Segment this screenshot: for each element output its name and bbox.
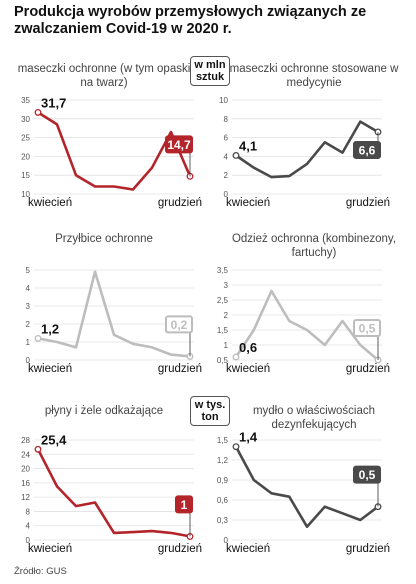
chart1-x-label-end: grudzień [158, 197, 202, 209]
chart6-y-tick-label: 0,9 [217, 476, 229, 485]
panel-title-4: Odzież ochronna (kombinezony, fartuchy) [231, 233, 397, 259]
chart1-end-value-box [165, 135, 193, 154]
chart3-y-tick-label: 3 [26, 302, 31, 311]
chart1-y-tick-label: 35 [21, 96, 30, 105]
panel-title-6: mydło o właściwościach dezynfekujących [252, 405, 376, 431]
chart2-y-tick-label: 2 [224, 171, 229, 180]
chart5-start-value-label: 25,4 [41, 432, 67, 447]
chart4-start-value-label: 0,6 [239, 340, 257, 355]
chart3-y-tick-label: 4 [26, 284, 31, 293]
chart1-x-label-start: kwiecień [28, 197, 72, 209]
chart2-y-tick-label: 10 [219, 96, 228, 105]
panel-title-3: Przyłbice ochronne [55, 233, 153, 245]
chart6-x-label-start: kwiecień [226, 543, 270, 555]
chart4-end-value-box [353, 319, 381, 337]
chart6-start-value-label: 1,4 [239, 430, 258, 445]
chart1-y-tick-label: 10 [21, 190, 30, 199]
chart4-y-tick-label: 2 [224, 311, 229, 320]
chart1-data-point [34, 108, 42, 116]
chart3-x-label-end: grudzień [158, 363, 202, 375]
chart5-data-point [34, 445, 42, 453]
chart1-y-tick-label: 25 [21, 134, 30, 143]
chart1-end-value-label: 14,7 [167, 138, 191, 152]
chart6-end-value-box [353, 465, 381, 484]
chart4-y-tick-label: 0,5 [217, 356, 229, 365]
chart4-y-tick-label: 2,5 [217, 296, 229, 305]
chart5-y-tick-label: 16 [21, 479, 30, 488]
panel-title-2: maseczki ochronne stosowane w medycynie [229, 63, 399, 89]
chart1-y-tick-label: 15 [21, 171, 30, 180]
chart5-end-value-box [175, 495, 193, 514]
chart2-start-value-label: 4,1 [239, 138, 257, 153]
chart4-y-tick-label: 1 [224, 341, 229, 350]
chart5-y-tick-label: 20 [21, 465, 30, 474]
chart6-data-point [232, 443, 240, 451]
chart2-y-tick-label: 0 [224, 190, 229, 199]
chart4-data-point [232, 353, 240, 361]
chart5-series-line [36, 447, 192, 538]
chart4-x-label-start: kwiecień [226, 363, 270, 375]
chart5-x-label-start: kwiecień [28, 543, 72, 555]
chart3-y-tick-label: 1 [26, 338, 31, 347]
chart4-end-value-label: 0,5 [359, 322, 376, 336]
chart2-x-label-end: grudzień [346, 197, 390, 209]
chart3-end-value-label: 0,2 [171, 318, 188, 332]
chart3-y-tick-label: 5 [26, 266, 31, 275]
chart6-series-line [234, 445, 380, 529]
chart4-y-tick-label: 1,5 [217, 326, 229, 335]
chart5-y-tick-label: 0 [26, 536, 31, 545]
chart5-y-tick-label: 24 [21, 450, 30, 459]
chart3-y-tick-label: 0 [26, 356, 31, 365]
panel-title-5: płyny i żele odkażające [44, 405, 164, 417]
chart2-series-line [234, 120, 380, 179]
chart5-y-tick-label: 28 [21, 436, 30, 445]
chart5-y-tick-label: 12 [21, 493, 30, 502]
chart6-end-value-label: 0,5 [359, 468, 376, 482]
chart3-series-line [36, 270, 192, 358]
chart1-y-tick-label: 30 [21, 115, 30, 124]
chart3-end-value-box [165, 315, 193, 334]
chart2-end-value-label: 6,6 [359, 143, 376, 157]
chart6-y-tick-label: 0 [224, 536, 229, 545]
chart2-x-label-start: kwiecień [226, 197, 270, 209]
chart5-y-tick-label: 4 [26, 522, 31, 531]
chart5-y-tick-label: 8 [26, 507, 31, 516]
chart1-series-line [36, 111, 192, 191]
chart6-y-tick-label: 1,5 [217, 436, 229, 445]
chart6-x-label-end: grudzień [346, 543, 390, 555]
chart1-y-tick-label: 20 [21, 152, 30, 161]
source-note: Źródło: GUS [14, 566, 67, 577]
chart4-y-tick-label: 3,5 [217, 266, 229, 275]
chart3-x-label-start: kwiecień [28, 363, 72, 375]
chart6-y-tick-label: 0,6 [217, 496, 229, 505]
chart5-x-label-end: grudzień [158, 543, 202, 555]
chart2-end-value-box [353, 140, 381, 159]
chart2-y-tick-label: 4 [224, 152, 229, 161]
chart6-y-tick-label: 1,2 [217, 456, 229, 465]
chart2-y-tick-label: 8 [224, 115, 229, 124]
chart5-end-value-label: 1 [181, 498, 188, 512]
chart-title: Produkcja wyrobów przemysłowych związany… [14, 4, 367, 37]
chart2-data-point [232, 152, 240, 159]
panel-title-1: maseczki ochronne (w tym opaski na twarz… [17, 63, 191, 89]
chart4-y-tick-label: 3 [224, 281, 229, 290]
unit-badge-mln: w mln sztuk [190, 56, 230, 86]
chart6-y-tick-label: 0,3 [217, 516, 229, 525]
chart3-data-point [34, 334, 42, 342]
chart3-start-value-label: 1,2 [41, 321, 59, 336]
chart2-y-tick-label: 6 [224, 134, 229, 143]
chart4-x-label-end: grudzień [346, 363, 390, 375]
unit-badge-tys: w tys. ton [190, 396, 230, 426]
chart1-start-value-label: 31,7 [41, 95, 66, 110]
chart3-y-tick-label: 2 [26, 320, 31, 329]
